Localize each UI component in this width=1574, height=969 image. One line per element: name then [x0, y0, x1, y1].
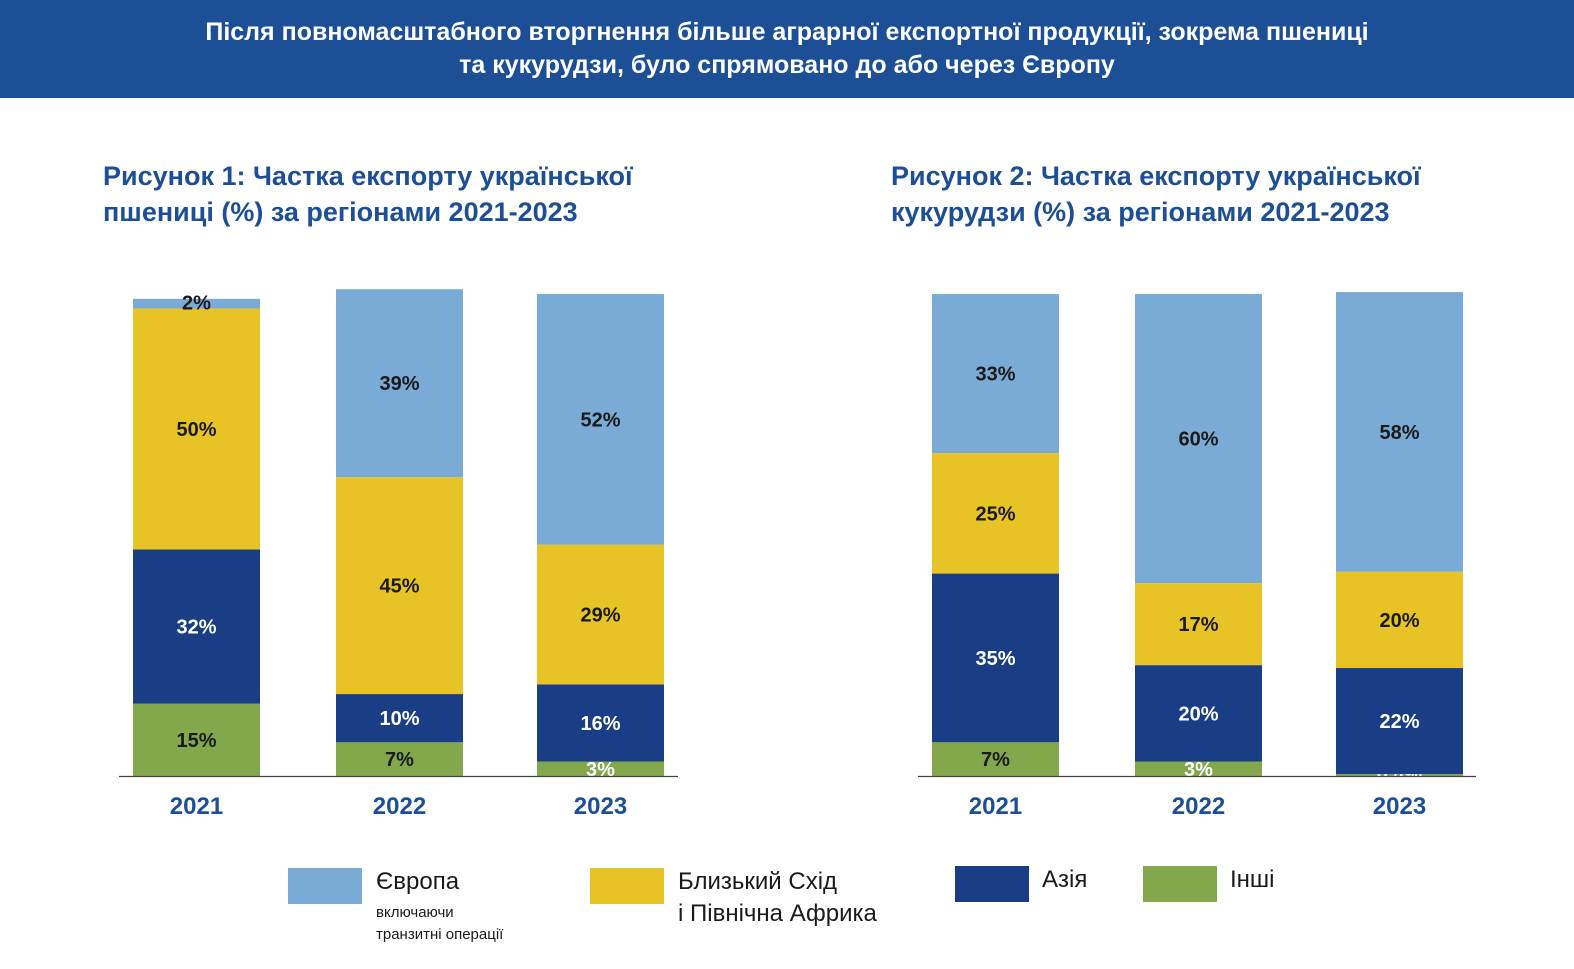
chart-1-title-line-1: Рисунок 1: Частка експорту української: [103, 161, 633, 191]
legend-swatch-europe: [288, 868, 362, 904]
chart-2-x-tick-2023: 2023: [1373, 793, 1426, 820]
chart-1-label-2022-asia: 10%: [379, 708, 419, 730]
chart-1-label-2023-mena: 29%: [580, 605, 620, 627]
legend-sublabel-europe-1: включаючи: [376, 904, 454, 921]
chart-2-label-2022-europe: 60%: [1178, 429, 1218, 451]
chart-2-bar-2021-asia: [932, 573, 1059, 743]
chart-2-bar-2022-other: [1135, 761, 1262, 776]
legend-label-mena-2: і Північна Африка: [678, 900, 877, 927]
chart-2-bar-2023-europe: [1336, 292, 1463, 572]
legend-label-europe: Європа: [376, 868, 460, 895]
chart-2-bar-2022-mena: [1135, 583, 1262, 666]
chart-1-label-2021-other: 15%: [176, 730, 216, 752]
header-line-1: Після повномасштабного вторгнення більше…: [205, 18, 1369, 46]
chart-1-bar-2023-mena: [537, 544, 664, 685]
chart-2-x-tick-2021: 2021: [969, 793, 1022, 820]
chart-2-label-2021-other: 7%: [981, 749, 1010, 771]
legend-swatch-asia: [955, 866, 1029, 902]
chart-2-bar-2023-other: [1336, 774, 1463, 776]
chart-1-bar-2021-other: [133, 703, 260, 776]
chart-2-bar-2021-mena: [932, 453, 1059, 574]
chart-2-label-2021-europe: 33%: [975, 364, 1015, 386]
chart-2-title-line-1: Рисунок 2: Частка експорту української: [891, 161, 1421, 191]
chart-2-bar-2022-europe: [1135, 294, 1262, 584]
chart-2-label-2022-other: 3%: [1184, 759, 1213, 781]
chart-1-title: Рисунок 1: Частка експорту української п…: [103, 158, 743, 230]
chart-1-x-tick-2023: 2023: [574, 793, 627, 820]
chart-1-label-2022-europe: 39%: [379, 373, 419, 395]
chart-2-bar-2023-mena: [1336, 571, 1463, 669]
chart-1-label-2023-other: 3%: [586, 759, 615, 781]
chart-2-label-2022-mena: 17%: [1178, 614, 1218, 636]
header-line-2: та кукурудзи, було спрямовано до або чер…: [459, 51, 1115, 79]
chart-2-label-2022-asia: 20%: [1178, 703, 1218, 725]
chart-2-title-line-2: кукурудзи (%) за регіонами 2021-2023: [891, 197, 1390, 227]
chart-1-bar-2022-mena: [336, 477, 463, 695]
legend-label-mena-1: Близький Схід: [678, 868, 838, 895]
chart-1-bar-2023-europe: [537, 294, 664, 545]
chart-1-bar-2023-asia: [537, 684, 664, 762]
chart-1-label-2022-mena: 45%: [379, 576, 419, 598]
chart-1-title-line-2: пшениці (%) за регіонами 2021-2023: [103, 197, 578, 227]
chart-1-bar-2022-asia: [336, 694, 463, 743]
legend-sublabel-europe-2: транзитні операції: [376, 926, 504, 943]
chart-2-label-2023-asia: 22%: [1379, 711, 1419, 733]
chart-2-bar-2021-other: [932, 742, 1059, 776]
chart-1-label-2022-other: 7%: [385, 749, 414, 771]
chart-1-bar-2021-europe: [133, 298, 260, 309]
legend-label-other: Інші: [1230, 866, 1275, 893]
chart-1-label-2023-europe: 52%: [580, 409, 620, 431]
chart-1-label-2021-asia: 32%: [176, 617, 216, 639]
chart-2-x-tick-2022: 2022: [1172, 793, 1225, 820]
chart-1-bar-2021-mena: [133, 308, 260, 550]
chart-1-bar-2022-europe: [336, 289, 463, 478]
chart-1-bar-2021-asia: [133, 549, 260, 704]
chart-2-label-2021-asia: 35%: [975, 648, 1015, 670]
chart-2-label-2023-europe: 58%: [1379, 422, 1419, 444]
chart-2-label-2023-mena: 20%: [1379, 610, 1419, 632]
legend-label-asia: Азія: [1042, 866, 1088, 893]
chart-1-label-2021-europe: 2%: [182, 293, 211, 315]
chart-2-label-2021-mena: 25%: [975, 503, 1015, 525]
legend-swatch-other: [1143, 866, 1217, 902]
chart-1-x-tick-2021: 2021: [170, 793, 223, 820]
legend-swatch-mena: [590, 868, 664, 904]
header-banner: Після повномасштабного вторгнення більше…: [0, 0, 1574, 98]
chart-2-bar-2022-asia: [1135, 665, 1262, 762]
chart-1-x-tick-2022: 2022: [373, 793, 426, 820]
chart-1-label-2021-mena: 50%: [176, 419, 216, 441]
chart-2-title: Рисунок 2: Частка експорту української к…: [891, 158, 1531, 230]
chart-1-label-2023-asia: 16%: [580, 713, 620, 735]
chart-1-bar-2022-other: [336, 742, 463, 776]
chart-2-bar-2021-europe: [932, 294, 1059, 454]
chart-1-bar-2023-other: [537, 761, 664, 776]
chart-2-bar-2023-asia: [1336, 668, 1463, 775]
